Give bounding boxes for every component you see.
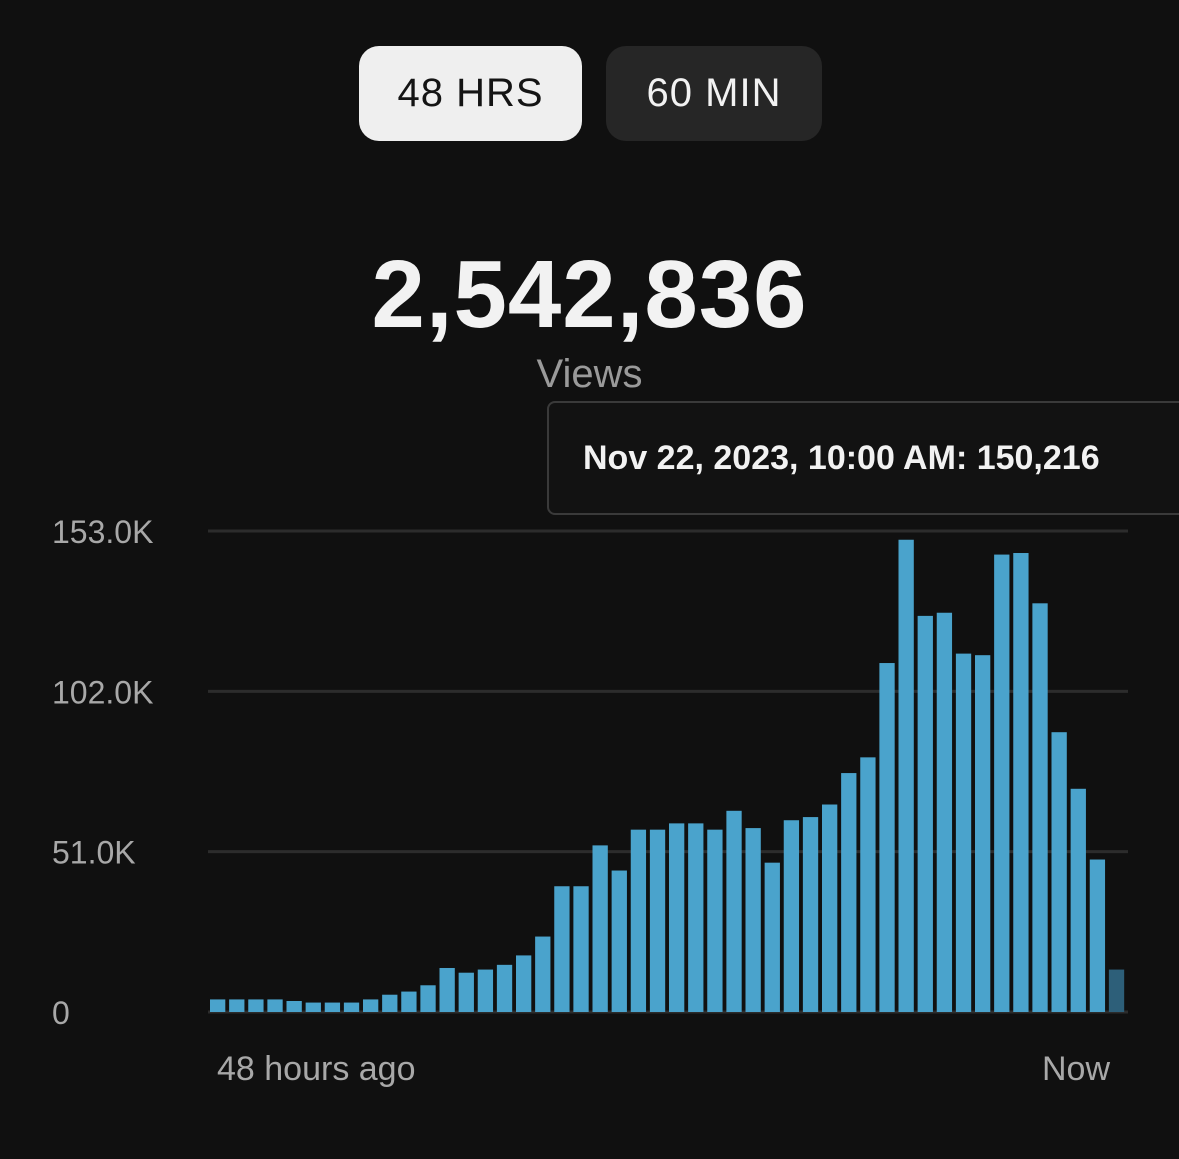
bar[interactable] — [343, 1002, 360, 1012]
bar[interactable] — [783, 820, 800, 1012]
bar[interactable] — [592, 845, 608, 1012]
x-axis-start-label: 48 hours ago — [217, 1050, 416, 1088]
bar[interactable] — [611, 870, 627, 1012]
bar[interactable] — [458, 972, 474, 1012]
bar[interactable] — [420, 985, 436, 1012]
bar[interactable] — [726, 810, 742, 1012]
bar[interactable] — [516, 955, 532, 1012]
bar[interactable] — [688, 823, 704, 1012]
bar[interactable] — [975, 655, 991, 1012]
bar[interactable] — [1070, 788, 1086, 1012]
y-tick-label: 0 — [52, 995, 70, 1031]
bar[interactable] — [573, 886, 589, 1012]
bar[interactable] — [994, 554, 1010, 1012]
bar[interactable] — [324, 1002, 341, 1012]
bar[interactable] — [382, 994, 398, 1012]
y-tick-label: 51.0K — [52, 835, 136, 871]
chart-tooltip: Nov 22, 2023, 10:00 AM: 150,216 — [547, 401, 1179, 515]
bar[interactable] — [917, 615, 933, 1012]
bar[interactable] — [210, 999, 226, 1012]
60-min-toggle[interactable]: 60 MIN — [606, 46, 822, 141]
bar[interactable] — [822, 804, 838, 1012]
bar[interactable] — [745, 828, 761, 1012]
bar[interactable] — [1032, 603, 1048, 1012]
bar[interactable] — [1089, 859, 1106, 1012]
x-axis-end-label: Now — [1042, 1050, 1111, 1088]
total-views-label: Views — [536, 352, 643, 396]
48-hrs-toggle[interactable]: 48 HRS — [359, 46, 582, 141]
y-tick-label: 153.0K — [52, 514, 153, 550]
bar[interactable] — [1013, 553, 1029, 1012]
bar[interactable] — [1051, 732, 1067, 1012]
bar[interactable] — [669, 823, 685, 1012]
bar[interactable] — [764, 862, 780, 1012]
bar[interactable] — [898, 539, 914, 1012]
bar[interactable] — [305, 1002, 321, 1012]
bar[interactable] — [860, 757, 876, 1012]
bar[interactable] — [401, 991, 417, 1012]
bar[interactable] — [554, 886, 570, 1012]
bar[interactable] — [267, 999, 283, 1012]
y-tick-label: 102.0K — [52, 674, 153, 710]
bar[interactable] — [439, 967, 455, 1012]
bar[interactable] — [649, 829, 666, 1012]
bar[interactable] — [802, 817, 819, 1012]
bar[interactable] — [936, 612, 953, 1012]
bar[interactable] — [1108, 969, 1125, 1012]
bar[interactable] — [229, 999, 245, 1012]
bar[interactable] — [286, 1001, 302, 1012]
bar[interactable] — [955, 653, 972, 1012]
bar[interactable] — [363, 999, 379, 1012]
tooltip-text: Nov 22, 2023, 10:00 AM: 150,216 — [583, 438, 1100, 477]
bar[interactable] — [496, 964, 513, 1012]
bar[interactable] — [707, 829, 723, 1012]
bar[interactable] — [630, 829, 647, 1012]
bar[interactable] — [477, 969, 494, 1012]
bar[interactable] — [535, 936, 551, 1012]
total-views-value: 2,542,836 — [371, 241, 808, 348]
bar[interactable] — [841, 773, 857, 1012]
bar[interactable] — [248, 999, 264, 1012]
bar[interactable] — [879, 663, 895, 1012]
